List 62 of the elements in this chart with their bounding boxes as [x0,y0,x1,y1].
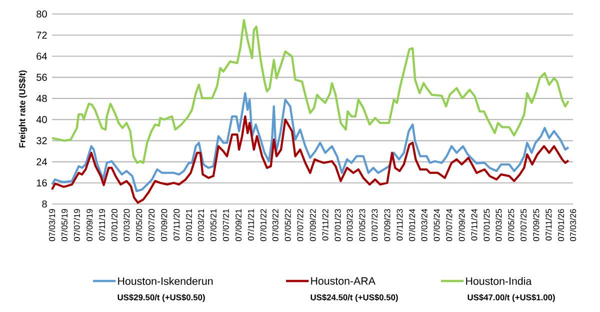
x-tick-label: 07/11/20 [173,209,180,240]
x-tick-label: 07/07/19 [74,209,80,242]
x-tick-label: 07/07/24 [446,208,452,242]
x-tick-label: 07/09/20 [160,209,168,242]
legend-label: Houston-ARA [311,277,376,285]
x-tick-label: 07/03/24 [421,208,428,242]
x-tick-label: 07/07/22 [297,209,304,242]
y-tick-label: 80 [36,10,47,18]
x-tick-label: 07/03/25 [496,209,502,242]
x-tick-label: 07/11/19 [98,209,106,240]
x-tick-label: 07/01/21 [186,209,192,242]
x-tick-label: 07/03/20 [123,209,130,242]
x-tick-label: 07/09/22 [310,209,316,242]
x-tick-label: 07/09/21 [235,209,242,242]
y-tick-label: 72 [36,32,47,39]
x-tick-label: 07/03/26 [570,209,576,242]
x-tick-label: 07/07/23 [371,209,378,242]
x-tick-label: 07/11/21 [248,209,254,240]
x-tick-label: 07/05/25 [508,209,514,242]
x-tick-label: 07/05/22 [284,209,291,242]
y-axis-title: Freight rate (US$/t) [18,70,28,148]
x-tick-label: 07/11/23 [396,209,403,240]
text: US$29.50/t (+US$0.50) [118,294,205,302]
y-tick-label: 8 [42,200,47,208]
x-tick-label: 07/09/25 [533,209,540,242]
x-tick-label: 07/05/20 [136,209,142,242]
x-tick-label: 07/07/20 [148,209,155,242]
x-tick-label: 07/07/21 [222,209,229,242]
y-tick-label: 56 [36,74,47,81]
x-tick-label: 07/01/20 [111,209,118,242]
x-tick-label: 07/03/22 [272,209,278,242]
x-tick-label: 07/09/19 [86,209,93,242]
text: US$47.00/t (+US$1.00) [468,294,555,302]
x-tick-label: 07/05/23 [359,209,366,242]
x-tick-label: 07/09/23 [384,209,390,242]
line-series [50,115,570,204]
x-tick-label: 07/03/21 [198,209,204,242]
x-tick-label: 07/03/19 [48,209,56,242]
legend-label: Houston-India [466,277,532,285]
legend-label: Houston-Iskenderun [118,277,213,285]
x-tick-label: 07/11/22 [322,209,328,240]
x-tick-label: 07/07/25 [520,209,527,242]
x-tick-label: 07/11/25 [545,209,552,240]
y-tick-label: 48 [36,94,47,102]
x-tick-label: 07/05/21 [210,209,216,242]
text: US$24.50/t (+US$0.50) [310,294,398,302]
y-tick-label: 32 [36,137,47,144]
x-tick-label: 07/01/23 [334,209,341,242]
y-tick-label: 40 [36,116,47,124]
x-tick-label: 07/03/23 [346,209,353,242]
x-tick-label: 07/01/25 [484,209,490,242]
y-tick-label: 24 [36,158,47,166]
y-tick-label: 64 [36,52,47,60]
x-tick-label: 07/11/24 [471,208,478,240]
y-tick-label: 16 [36,179,47,186]
x-tick-label: 07/05/24 [434,208,440,242]
x-tick-label: 07/05/19 [61,209,68,242]
x-tick-label: 07/01/26 [558,209,564,242]
x-tick-label: 07/01/24 [408,208,416,242]
line-series [50,19,570,164]
x-tick-label: 07/09/24 [458,208,465,242]
x-tick-label: 07/01/22 [260,209,266,242]
